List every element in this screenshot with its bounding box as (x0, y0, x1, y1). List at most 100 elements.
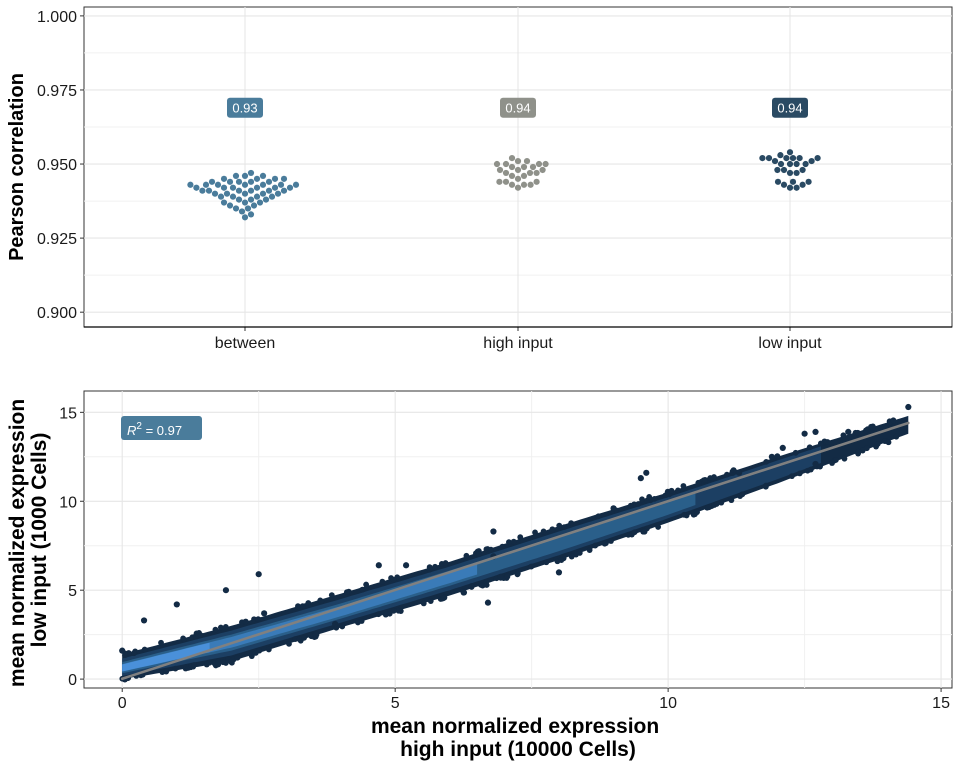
edge-point (497, 573, 504, 580)
edge-point (631, 529, 638, 536)
density-cloud-core (122, 642, 210, 672)
edge-point (601, 540, 608, 547)
edge-point (641, 528, 648, 535)
beeswarm-point (226, 202, 234, 209)
edge-point (789, 473, 795, 480)
beeswarm-point (265, 187, 273, 194)
beeswarm-point (271, 175, 279, 182)
edge-point (463, 552, 470, 559)
beeswarm-point (205, 187, 213, 194)
edge-point (265, 646, 272, 653)
beeswarm-point (514, 157, 522, 165)
outlier-point (812, 460, 819, 468)
r-squared-badge: R2 = 0.97 (121, 416, 202, 440)
r-squared-symbol: R (127, 423, 136, 438)
beeswarm-point (280, 187, 288, 194)
edge-point (514, 571, 521, 578)
beeswarm-point (256, 199, 264, 206)
edge-point (646, 494, 653, 500)
top-y-tick-label: 0.975 (37, 83, 77, 100)
outlier-point (261, 610, 268, 617)
beeswarm-point (508, 172, 516, 179)
beeswarm-point (786, 149, 794, 156)
edge-point (532, 529, 538, 536)
edge-point (549, 526, 556, 533)
edge-point (841, 455, 848, 462)
beeswarm-point (247, 169, 255, 177)
density-cloud-layer (122, 564, 478, 672)
edge-point (299, 603, 306, 610)
beeswarm-point (247, 187, 255, 194)
correlation-badge-label: 0.94 (777, 101, 802, 116)
edge-point (476, 551, 483, 558)
edge-point (730, 467, 737, 473)
beeswarm-point (241, 181, 249, 188)
edge-point (694, 509, 700, 515)
beeswarm-point (235, 178, 243, 185)
beeswarm-point (533, 169, 540, 177)
outlier-point (905, 403, 912, 411)
beeswarm-point (780, 181, 788, 188)
beeswarm-point (214, 181, 222, 188)
beeswarm-point (520, 181, 528, 188)
bottom-x-axis-title-line2: high input (10000 Cells) (400, 738, 636, 761)
correlation-badge-label: 0.93 (232, 101, 257, 116)
outlier-point (845, 428, 852, 436)
edge-point (460, 589, 467, 596)
beeswarm-point (493, 160, 501, 168)
beeswarm-point (780, 166, 788, 174)
top-y-tick-label: 0.950 (37, 157, 77, 174)
edge-point (558, 557, 565, 563)
edge-point (718, 499, 725, 506)
outlier-point (375, 562, 382, 569)
beeswarm-point (208, 178, 216, 185)
beeswarm-point (193, 184, 200, 191)
beeswarm-point (786, 160, 794, 168)
outlier-point (173, 601, 180, 608)
edge-point (339, 623, 346, 630)
beeswarm-point (533, 178, 540, 185)
edge-point (191, 662, 197, 668)
edge-point (220, 659, 226, 666)
top-x-tick-label: between (215, 335, 276, 352)
bottom-x-tick-label: 0 (118, 695, 127, 712)
beeswarm-point (232, 205, 240, 212)
bottom-x-tick-label: 10 (659, 695, 677, 712)
edge-point (774, 453, 781, 460)
edge-point (172, 665, 179, 672)
outlier-point (490, 528, 497, 535)
beeswarm-point (496, 166, 504, 174)
beeswarm-point (514, 175, 522, 182)
edge-point (680, 483, 687, 489)
bottom-panel: 0 5 10 15 0 5 10 15 R2 = 0.97 mean normalized e… (6, 390, 953, 761)
edge-point (540, 528, 547, 535)
beeswarm-point (259, 181, 267, 188)
edge-point (488, 546, 494, 553)
beeswarm-point (774, 178, 782, 185)
edge-point (796, 470, 803, 477)
beeswarm-point (802, 160, 809, 168)
beeswarm-point (238, 208, 246, 215)
outlier-point (610, 505, 617, 512)
bottom-y-tick-label: 5 (68, 583, 77, 600)
top-correlation-badges: 0.93 0.94 0.94 (227, 97, 808, 118)
outlier-point (119, 647, 126, 654)
edge-point (695, 479, 702, 486)
outlier-point (332, 620, 339, 628)
beeswarm-point (229, 184, 237, 191)
edge-point (855, 448, 862, 455)
edge-point (483, 546, 490, 553)
top-y-tick-label: 0.925 (37, 231, 77, 248)
edge-point (608, 538, 614, 544)
beeswarm-point (542, 160, 549, 168)
beeswarm-point (796, 155, 803, 162)
beeswarm-point (771, 157, 779, 165)
edge-point (739, 491, 746, 498)
edge-point (255, 616, 262, 623)
beeswarm-point (253, 175, 261, 182)
edge-point (893, 433, 900, 440)
edge-point (296, 636, 303, 643)
beeswarm-point (514, 166, 522, 174)
bottom-y-tick-label: 10 (59, 494, 77, 511)
beeswarm-point (527, 181, 534, 188)
